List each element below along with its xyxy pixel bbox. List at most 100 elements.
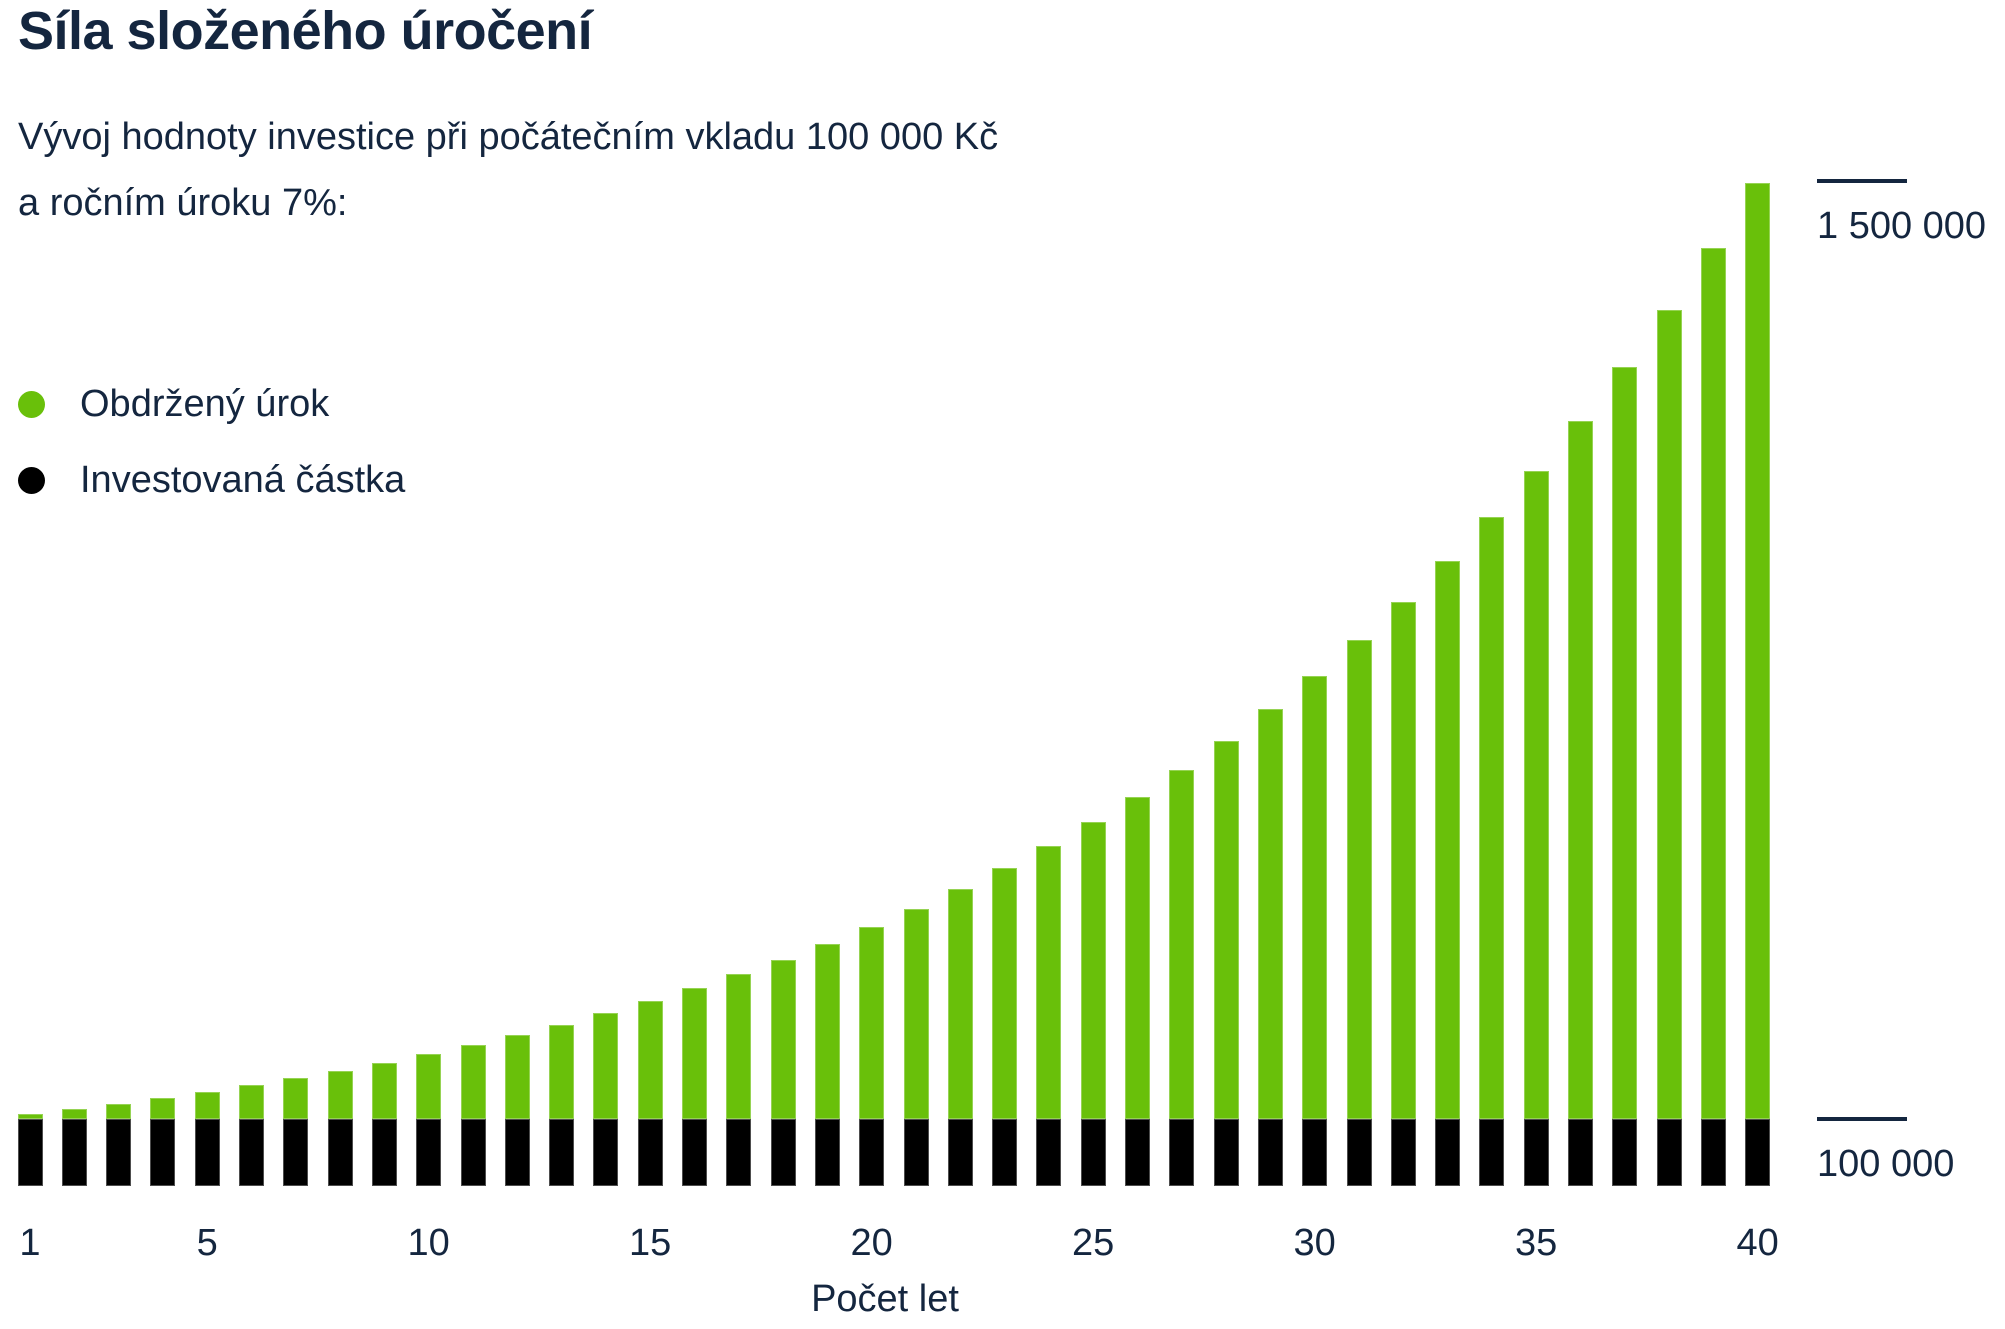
y-tick-dash-1500000 [1817,179,1907,183]
x-tick-label-15: 15 [629,1222,672,1264]
interest-dot-icon [18,390,45,418]
bar-year-38 [1656,309,1682,1186]
invested-segment [903,1118,929,1186]
bar-year-2 [61,1109,87,1186]
bar-year-12 [504,1035,530,1186]
invested-segment [1700,1118,1726,1186]
interest-segment [637,1001,663,1119]
bar-year-34 [1479,517,1505,1186]
interest-segment [992,868,1018,1119]
interest-segment [239,1085,264,1119]
x-tick-label-1: 1 [19,1222,41,1264]
bar-year-37 [1612,367,1638,1186]
y-tick-dash-100000 [1817,1117,1907,1121]
x-tick-label-35: 35 [1515,1222,1558,1264]
interest-segment [903,908,929,1119]
bar-year-22 [947,889,973,1186]
bar-year-13 [549,1024,575,1186]
x-tick-label-30: 30 [1293,1222,1336,1264]
invested-segment [770,1118,796,1186]
invested-segment [1435,1118,1461,1186]
invested-segment [416,1118,442,1186]
bar-year-19 [814,943,840,1186]
interest-segment [17,1114,43,1119]
invested-segment [1568,1118,1593,1186]
bar-year-11 [460,1044,486,1186]
interest-segment [814,943,840,1119]
invested-segment [682,1118,707,1186]
interest-segment [770,959,796,1119]
interest-segment [593,1013,619,1119]
interest-segment [1700,248,1726,1119]
invested-segment [1612,1118,1638,1186]
interest-segment [859,926,885,1119]
interest-segment [327,1070,353,1119]
interest-segment [1257,709,1283,1119]
bar-year-27 [1169,769,1195,1186]
interest-segment [1213,740,1239,1119]
invested-segment [1036,1118,1062,1186]
interest-segment [1479,517,1505,1119]
bar-year-25 [1080,822,1106,1186]
interest-segment [416,1054,442,1119]
interest-segment [726,974,752,1119]
bar-year-15 [637,1001,663,1186]
interest-segment [1612,367,1638,1119]
x-tick-label-5: 5 [196,1222,218,1264]
bar-year-21 [903,908,929,1186]
x-tick-label-10: 10 [407,1222,450,1264]
bar-year-35 [1523,470,1549,1186]
invested-segment [726,1118,752,1186]
invested-segment [327,1118,353,1186]
bar-year-4 [150,1098,176,1186]
invested-segment [1257,1118,1283,1186]
interest-segment [1568,420,1593,1119]
invested-segment [1080,1118,1106,1186]
bar-year-29 [1257,709,1283,1186]
invested-segment [1390,1118,1416,1186]
interest-segment [1656,309,1682,1119]
bar-year-9 [371,1062,397,1186]
bar-year-24 [1036,846,1062,1186]
interest-segment [1435,561,1461,1119]
invested-segment [106,1118,132,1186]
interest-segment [1390,602,1416,1119]
bar-year-23 [992,868,1018,1186]
invested-segment [1523,1118,1549,1186]
bar-year-36 [1568,420,1593,1186]
invested-segment [992,1118,1018,1186]
legend-label-invested: Investovaná částka [80,458,406,501]
interest-segment [682,988,707,1119]
invested-dot-icon [18,466,45,494]
bar-year-10 [416,1054,442,1186]
subtitle-line-2: a ročním úroku 7%: [18,182,348,224]
bar-year-30 [1302,675,1328,1186]
x-tick-label-20: 20 [850,1222,893,1264]
interest-segment [1745,182,1771,1119]
interest-segment [1169,769,1195,1119]
interest-segment [460,1044,486,1119]
page-title: Síla složeného úročení [18,1,593,61]
bar-year-3 [106,1103,132,1186]
y-tick-label-100000: 100 000 [1817,1143,1955,1185]
legend-item-interest: Obdržený úrok [18,378,405,430]
bar-year-8 [327,1070,353,1186]
legend-item-invested: Investovaná částka [18,454,405,506]
x-tick-label-40: 40 [1736,1222,1779,1264]
chart-legend: Obdržený úrok Investovaná částka [18,378,405,530]
bar-year-5 [194,1092,220,1186]
interest-segment [106,1103,132,1119]
invested-segment [814,1118,840,1186]
invested-segment [1656,1118,1682,1186]
invested-segment [637,1118,663,1186]
bar-year-31 [1346,640,1372,1186]
bar-year-6 [239,1085,264,1186]
invested-segment [283,1118,309,1186]
bar-year-26 [1125,796,1150,1186]
invested-segment [239,1118,264,1186]
bar-year-1 [17,1114,43,1186]
bar-year-32 [1390,602,1416,1186]
interest-segment [371,1062,397,1119]
